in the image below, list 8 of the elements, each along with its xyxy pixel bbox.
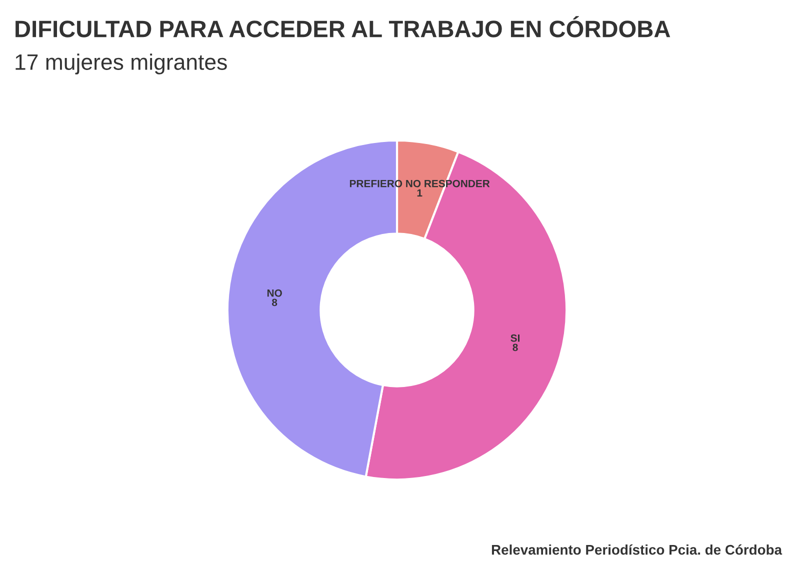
data-label: 8	[272, 298, 278, 306]
text: Relevamiento Periodístico Pcia. de Córdoba	[492, 544, 782, 555]
slice-label: SI	[510, 334, 520, 342]
chart-title: DIFICULTAD PARA ACCEDER AL TRABAJO EN CÓRDOBA	[16, 16, 670, 38]
chart-subtitle: 17 mujeres migrantes	[16, 54, 227, 74]
slice-label: NO	[267, 289, 282, 297]
data-label: 8	[512, 344, 518, 352]
data-label: 1	[417, 189, 422, 196]
